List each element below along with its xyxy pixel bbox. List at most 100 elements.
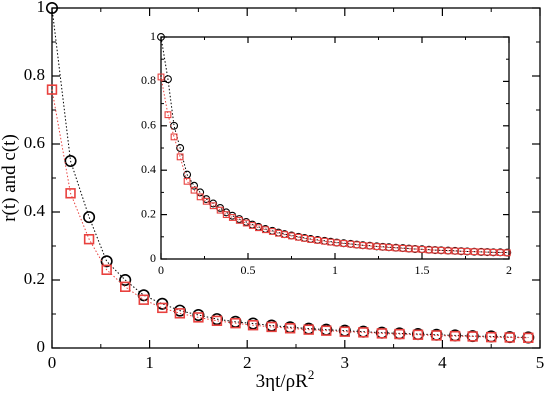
inset-series-squares-point [209,202,217,210]
main-series-circles-point [192,308,205,322]
y-axis-title: r(t) and c(t) [0,134,20,222]
inset-series-squares-point [470,248,478,256]
x-axis-title: 3ηt/ρR2 [256,367,315,392]
inset-series-squares-point [235,216,243,224]
inset-series-squares-point [340,240,348,247]
inset-series-squares-point [418,246,426,253]
inset-y-tick-label: 0 [150,251,156,265]
inset-series-squares-point [216,206,224,214]
inset-plot-panel: 0 0.5 1 1.5 2 0 0.2 0.4 0.6 0.8 1 [141,29,512,277]
main-x-tick-label: 3 [341,353,350,372]
inset-frame [160,36,510,260]
inset-series-squares-point [392,244,400,252]
inset-series-squares-point [281,231,288,239]
main-x-tick-label: 1 [145,353,154,372]
main-series-circles-point [119,273,132,287]
inset-series-circles-point [163,75,172,84]
inset-series-squares [157,73,511,257]
main-series-squares-point [211,315,223,326]
inset-x-tick-label: 0 [158,263,164,277]
inset-series-squares-point [307,236,315,243]
inset-series-squares-point [228,214,236,221]
inset-series-squares-point [314,236,322,244]
inset-series-squares-point [176,153,184,161]
main-series-squares-point [174,308,186,319]
main-series-squares-point [303,324,314,335]
inset-x-tick-label: 0.5 [241,263,256,277]
main-series-squares-point [412,329,424,340]
main-y-tick-label: 0.8 [24,65,45,84]
inset-series-squares-point [202,197,210,205]
main-series-circles-point [247,317,260,330]
inset-series-squares-point [333,239,341,247]
main-y-tick-label: 1 [37,0,46,16]
inset-series-squares-point [359,242,367,249]
main-series-squares-point [339,326,350,337]
main-x-tick-label: 0 [48,353,57,372]
main-series-squares-point [504,332,515,343]
x-axis-title-superscript: 2 [308,367,315,382]
main-series-circles-point [156,297,169,310]
main-series-squares-point [467,331,478,342]
inset-y-tick-label: 1 [150,29,156,43]
inset-series-squares-point [503,249,511,257]
main-series-squares-point [138,294,149,305]
main-y-tick-label: 0.4 [24,201,46,220]
inset-series-squares-line [160,76,508,254]
inset-x-tick-label: 1.5 [415,263,430,277]
inset-series-squares-point [496,249,504,256]
main-y-tick-label: 0 [37,337,46,356]
inset-series-squares-point [411,245,419,253]
main-series-circles-point [173,304,186,317]
main-series-squares-point [101,264,112,275]
main-x-tick-label: 2 [243,353,252,372]
inset-y-tick-label: 0.8 [141,73,156,87]
main-series-squares-point [157,302,168,314]
x-axis-title-base: 3ηt/ρR [256,371,308,392]
inset-series-squares-point [288,232,295,240]
main-series-squares-point [376,328,388,339]
main-series-squares-point [193,312,204,323]
main-series-squares-point [284,323,296,334]
main-y-tick-label: 0.2 [24,269,45,288]
main-series-circles-point [64,154,77,168]
inset-series-squares-point [489,248,497,256]
main-x-tick-label: 5 [536,353,545,372]
inset-x-tick-label: 1 [332,263,338,277]
main-series-circles-point [100,255,113,268]
main-series-squares-point [120,281,131,292]
inset-x-tick-label: 2 [506,263,512,277]
main-y-tick-label: 0.6 [24,133,45,152]
inset-series-circles-point [176,144,185,152]
inset-series-squares-point [444,247,452,255]
inset-series-squares-point [437,246,445,254]
main-series-squares-point [230,317,241,329]
inset-series-squares-point [164,111,172,119]
main-series-squares-point [431,330,442,341]
main-x-tick-label: 4 [438,353,447,372]
main-series-squares [46,84,534,343]
main-series-squares-point [485,331,497,343]
inset-series-squares-point [157,73,165,81]
main-series-squares-point [394,328,405,340]
inset-series-squares-point [261,226,269,234]
inset-y-tick-label: 0.4 [141,162,156,176]
main-series-squares-line [51,89,529,339]
inset-series-squares-point [385,244,393,251]
inset-series-squares-point [366,242,374,250]
main-series-squares-point [247,320,259,331]
inset-series-squares-point [196,193,204,201]
inset-series-circles-point [157,33,165,41]
inset-series-squares-point [190,186,198,194]
main-series-squares-point [523,332,534,343]
main-series-circles-point [210,313,223,326]
main-series-squares-point [266,321,277,333]
inset-series-squares-point [463,248,471,255]
inset-y-tick-label: 0.6 [141,118,156,132]
inset-series-squares-point [170,133,178,141]
main-series-squares-point [358,327,369,338]
inset-series-squares-point [183,177,191,185]
inset-series-squares-point [255,224,262,232]
inset-y-tick-label: 0.2 [141,206,156,220]
